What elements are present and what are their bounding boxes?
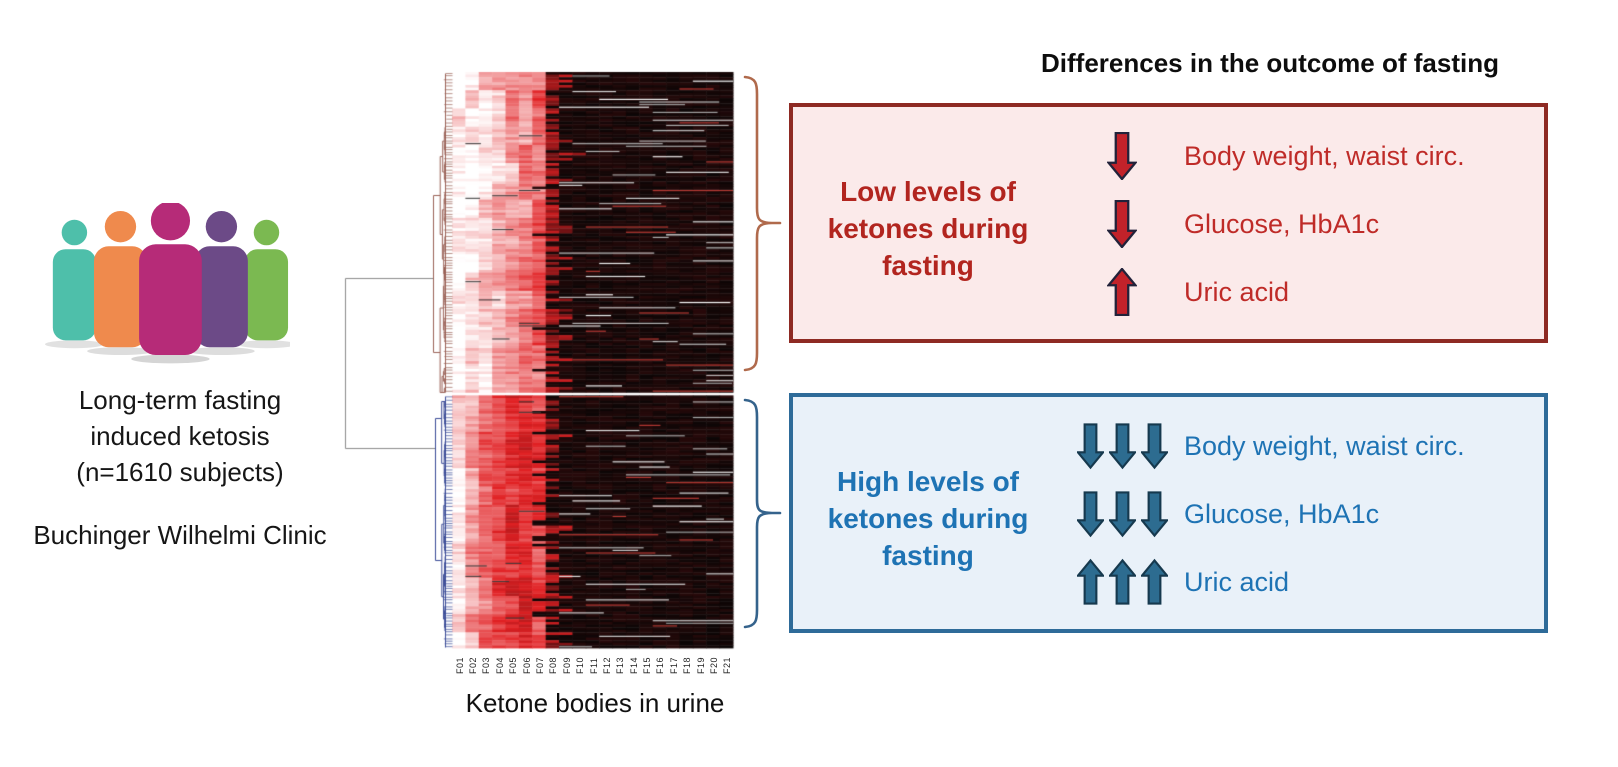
heatmap-column-label: F15	[642, 656, 653, 674]
arrow-group	[1072, 489, 1172, 539]
clinic-name: Buchinger Wilhelmi Clinic	[33, 520, 327, 550]
outcome-item-label: Body weight, waist circ.	[1184, 430, 1465, 461]
heatmap-column-label: F13	[615, 656, 626, 674]
person-icon-orange	[94, 210, 147, 348]
arrow-down-icon	[1076, 423, 1104, 470]
heatmap-column-label: F06	[521, 656, 532, 674]
heatmap-column-label: F16	[655, 656, 666, 674]
arrow-group	[1072, 557, 1172, 607]
arrow-down-icon	[1108, 491, 1136, 538]
outcome-item-row: Glucose, HbA1c	[1072, 198, 1465, 250]
arrow-group	[1072, 200, 1172, 248]
heatmap-column-label: F19	[695, 656, 706, 674]
person-icon-purple	[194, 210, 248, 348]
arrow-group	[1072, 268, 1172, 316]
person-icon-green	[244, 219, 289, 341]
low-cluster-brace	[743, 75, 782, 372]
heatmap-column-label: F07	[534, 656, 545, 674]
heatmap-column-label: F18	[682, 656, 693, 674]
heatmap-column-label: F14	[628, 656, 639, 674]
study-line-3: (n=1610 subjects)	[76, 457, 284, 487]
heading-line: fasting	[882, 540, 974, 571]
outcome-item-label: Glucose, HbA1c	[1184, 498, 1380, 529]
high-ketones-items: Body weight, waist circ. Glucose, HbA1c Ur…	[1072, 420, 1465, 608]
outcome-item-label: Uric acid	[1184, 276, 1290, 307]
outcome-item-label: Glucose, HbA1c	[1184, 208, 1380, 239]
person-icon-magenta	[139, 203, 202, 356]
heatmap-column-label: F09	[561, 656, 572, 674]
heatmap-caption: Ketone bodies in urine	[465, 688, 725, 718]
outcome-item-label: Body weight, waist circ.	[1184, 140, 1465, 171]
heading-line: ketones during	[827, 503, 1029, 534]
arrow-down-icon	[1107, 200, 1137, 248]
arrow-up-icon	[1076, 558, 1104, 605]
person-icon-teal	[52, 219, 96, 341]
heatmap-column-label: F04	[494, 656, 505, 674]
high-ketones-heading: High levels of ketones during fasting	[803, 463, 1053, 574]
heatmap-column-label: F08	[548, 656, 559, 674]
heading-line: High levels of	[836, 466, 1020, 497]
low-ketones-heading: Low levels of ketones during fasting	[803, 173, 1053, 284]
arrow-down-icon	[1108, 423, 1136, 470]
outcome-item-row: Body weight, waist circ.	[1072, 130, 1465, 182]
outcome-item-row: Uric acid	[1072, 556, 1465, 608]
heatmap-column-label: F12	[601, 656, 612, 674]
outcome-item-row: Body weight, waist circ.	[1072, 420, 1465, 472]
page-title: Differences in the outcome of fasting	[1041, 48, 1499, 78]
heatmap-column-label: F10	[575, 656, 586, 674]
heatmap-column-label: F21	[722, 656, 733, 674]
heading-line: fasting	[882, 250, 974, 281]
low-ketones-outcome-box: Low levels of ketones during fasting Bod…	[789, 103, 1548, 343]
heading-line: Low levels of	[840, 176, 1016, 207]
heatmap-column-label: F03	[481, 656, 492, 674]
outcome-item-row: Glucose, HbA1c	[1072, 488, 1465, 540]
study-line-2: induced ketosis	[90, 421, 270, 451]
heatmap-column-label: F02	[468, 656, 479, 674]
arrow-down-icon	[1107, 132, 1137, 180]
heading-line: ketones during	[827, 213, 1029, 244]
heatmap-column-label: F05	[508, 656, 519, 674]
people-group-icon	[45, 203, 290, 364]
arrow-down-icon	[1076, 491, 1104, 538]
outcome-item-row: Uric acid	[1072, 266, 1465, 318]
study-line-1: Long-term fasting	[78, 385, 282, 415]
arrow-up-icon	[1107, 268, 1137, 316]
outcome-item-label: Uric acid	[1184, 566, 1290, 597]
arrow-group	[1072, 421, 1172, 471]
heatmap-column-label: F20	[708, 656, 719, 674]
high-cluster-brace	[743, 398, 782, 629]
high-ketones-outcome-box: High levels of ketones during fasting Bo…	[789, 393, 1548, 633]
heatmap-dendrogram-canvas	[335, 65, 735, 650]
arrow-up-icon	[1140, 558, 1168, 605]
heatmap-column-label: F17	[668, 656, 679, 674]
arrow-up-icon	[1108, 558, 1136, 605]
arrow-down-icon	[1140, 423, 1168, 470]
heatmap-column-label: F01	[454, 656, 465, 674]
arrow-group	[1072, 132, 1172, 180]
arrow-down-icon	[1140, 491, 1168, 538]
low-ketones-items: Body weight, waist circ. Glucose, HbA1c Ur…	[1072, 130, 1465, 318]
study-description: Long-term fasting induced ketosis (n=161…	[15, 382, 345, 490]
heatmap-column-label: F11	[588, 657, 599, 674]
